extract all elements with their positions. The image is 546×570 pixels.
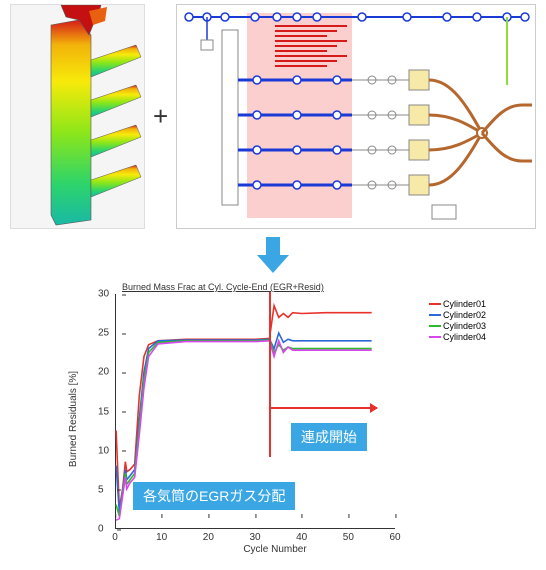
x-axis-label: Cycle Number xyxy=(243,544,306,555)
coupling-start-line xyxy=(269,292,271,457)
y-tick: 15 xyxy=(98,406,109,417)
callout-coupling-start: 連成開始 xyxy=(291,423,367,451)
chart-legend: Cylinder01Cylinder02Cylinder03Cylinder04 xyxy=(429,299,486,343)
result-chart: Burned Mass Frac at Cyl. Cycle-End (EGR+… xyxy=(60,279,490,559)
legend-item: Cylinder04 xyxy=(429,332,486,342)
arrow-down-icon xyxy=(253,235,293,275)
callout-egr-distribution: 各気筒のEGRガス分配 xyxy=(133,482,295,510)
legend-item: Cylinder02 xyxy=(429,310,486,320)
y-tick: 30 xyxy=(98,289,109,300)
y-tick: 25 xyxy=(98,328,109,339)
cfd-render xyxy=(11,5,146,230)
cfd-render-panel xyxy=(10,4,145,229)
chart-title: Burned Mass Frac at Cyl. Cycle-End (EGR+… xyxy=(122,282,324,292)
y-tick: 0 xyxy=(98,524,104,535)
legend-swatch xyxy=(429,314,441,316)
plus-symbol: + xyxy=(151,101,170,132)
legend-label: Cylinder02 xyxy=(443,310,486,320)
legend-label: Cylinder01 xyxy=(443,299,486,309)
y-axis-label: Burned Residuals [%] xyxy=(68,371,79,467)
x-tick: 20 xyxy=(203,532,214,543)
x-tick: 60 xyxy=(389,532,400,543)
legend-label: Cylinder04 xyxy=(443,332,486,342)
sim-diagram xyxy=(177,5,536,229)
legend-label: Cylinder03 xyxy=(443,321,486,331)
coupling-arrow xyxy=(269,407,377,409)
legend-swatch xyxy=(429,336,441,338)
y-tick: 5 xyxy=(98,484,104,495)
x-tick: 40 xyxy=(296,532,307,543)
system-sim-panel xyxy=(176,4,536,229)
y-tick: 10 xyxy=(98,445,109,456)
x-tick: 10 xyxy=(156,532,167,543)
x-tick: 30 xyxy=(249,532,260,543)
legend-item: Cylinder03 xyxy=(429,321,486,331)
x-tick: 50 xyxy=(343,532,354,543)
y-tick: 20 xyxy=(98,367,109,378)
top-row: + xyxy=(0,0,546,229)
x-tick: 0 xyxy=(112,532,118,543)
legend-swatch xyxy=(429,303,441,305)
legend-item: Cylinder01 xyxy=(429,299,486,309)
legend-swatch xyxy=(429,325,441,327)
